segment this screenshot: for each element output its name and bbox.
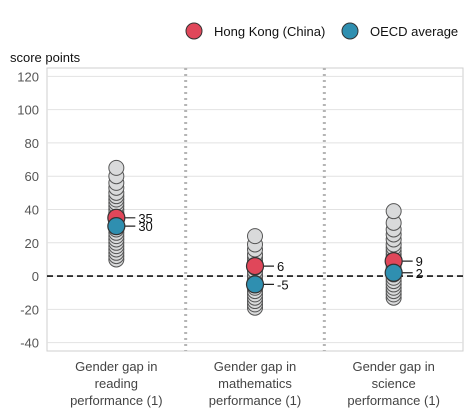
y-tick-label: 60 [25, 169, 39, 184]
x-category-label-line: Gender gap in [352, 359, 434, 374]
legend-marker-hong-kong [185, 22, 203, 40]
country-point [385, 203, 402, 220]
y-tick-label: 100 [17, 103, 39, 118]
data-label: 2 [416, 266, 423, 281]
oecd-average-point [107, 217, 126, 236]
x-category-label-line: science [372, 376, 416, 391]
legend-label-oecd: OECD average [370, 24, 458, 39]
x-category-label: Gender gap in reading performance (1) [70, 359, 162, 408]
data-label: 35 [138, 211, 152, 226]
y-tick-label: -40 [20, 336, 39, 351]
x-category-label: Gender gap in science performance (1) [347, 359, 439, 408]
x-category-label-line: performance (1) [70, 393, 162, 408]
x-category-label-line: Gender gap in [75, 359, 157, 374]
plot-area: -40 -20 0 20 40 60 80 100 120 35 6 9 30 -5 2 Gender gap… [17, 67, 464, 408]
legend-label-hong-kong: Hong Kong (China) [214, 24, 325, 39]
x-category-label-line: reading [95, 376, 138, 391]
y-tick-label: 0 [32, 269, 39, 284]
x-category-label-line: Gender gap in [214, 359, 296, 374]
data-label: -5 [277, 277, 289, 292]
y-tick-label: 40 [25, 203, 39, 218]
legend: Hong Kong (China) OECD average [185, 22, 458, 40]
y-tick-label: -20 [20, 302, 39, 317]
hong-kong-point [245, 257, 265, 276]
x-category-label-line: performance (1) [209, 393, 301, 408]
x-category-label-line: mathematics [218, 376, 292, 391]
x-category-label-line: performance (1) [347, 393, 439, 408]
legend-marker-oecd [341, 22, 359, 40]
y-tick-label: 120 [17, 69, 39, 84]
y-tick-label: 80 [25, 136, 39, 151]
country-point [247, 228, 263, 245]
oecd-average-point [245, 275, 265, 294]
data-label: 6 [277, 259, 284, 274]
data-label: 30 [138, 219, 152, 234]
data-label: 9 [416, 254, 423, 269]
oecd-average-point [384, 263, 403, 282]
country-point [108, 159, 125, 176]
x-category-label: Gender gap in mathematics performance (1) [209, 359, 301, 408]
y-tick-label: 20 [25, 236, 39, 251]
y-axis-unit-label: score points [10, 50, 81, 65]
